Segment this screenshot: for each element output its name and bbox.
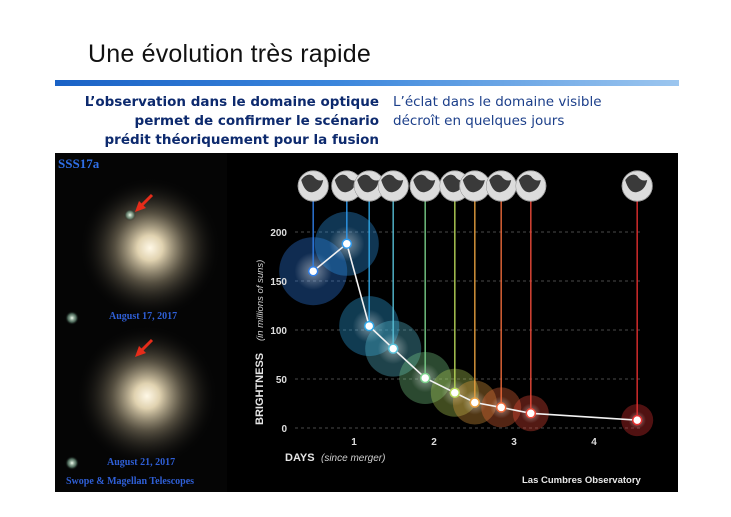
- right-note-line: L’éclat dans le domaine visible: [393, 94, 602, 110]
- globe-icon: [459, 170, 491, 202]
- globe-outline: [297, 170, 329, 202]
- globe-outline: [515, 170, 547, 202]
- globe-outline: [621, 170, 653, 202]
- data-point: [525, 408, 537, 419]
- source-label: SSS17a: [58, 156, 100, 171]
- y-axis-note: (in millions of suns): [255, 260, 266, 341]
- star-top: [65, 311, 79, 325]
- globe-icon: [409, 170, 441, 202]
- right-note-line: décroît en quelques jours: [393, 113, 565, 129]
- globe-outline: [377, 170, 409, 202]
- date-label-top: August 17, 2017: [109, 311, 178, 322]
- brightness-chart: 0 50 100 150 200 1 2 3 4 DAYS (since merger) BRIGHT…: [254, 170, 654, 464]
- y-tick-label: 50: [276, 375, 288, 386]
- observatory-credit: Las Cumbres Observatory: [522, 475, 641, 486]
- globe-continent: [301, 174, 324, 193]
- globe-icon: [515, 170, 547, 202]
- red-arrow-icon: [135, 338, 154, 357]
- data-point: [469, 397, 481, 408]
- data-point: [419, 372, 431, 384]
- globe-icon: [621, 170, 653, 202]
- y-axis-label: BRIGHTNESS: [254, 353, 266, 425]
- left-note-line: prédit théoriquement pour la fusion: [104, 132, 380, 148]
- brightness-series-line: [312, 242, 638, 421]
- x-tick-label: 2: [431, 437, 437, 448]
- x-tick-label: 1: [351, 437, 357, 448]
- x-axis-label: DAYS: [285, 452, 315, 464]
- telescope-photos: SSS17a August 17, 2017 August 21, 2017 S…: [55, 153, 227, 492]
- globe-continent: [518, 174, 541, 193]
- globe-continent: [413, 174, 436, 193]
- galaxy-photos-svg: [65, 178, 220, 470]
- globe-icon: [485, 170, 517, 202]
- globe-continent: [462, 174, 485, 193]
- data-point: [363, 320, 375, 332]
- red-arrow-icon: [135, 193, 154, 212]
- slide-title: Une évolution très rapide: [88, 40, 371, 68]
- y-tick-label: 100: [270, 326, 287, 337]
- left-note-line: permet de confirmer le scénario: [134, 113, 379, 129]
- image-panel: SSS17a August 17, 2017 August 21, 2017 S…: [55, 153, 678, 492]
- globe-continent: [381, 174, 404, 193]
- globe-continent: [489, 174, 512, 193]
- y-tick-label: 200: [270, 228, 287, 239]
- x-axis-note: (since merger): [321, 453, 385, 464]
- left-note-line: L’observation dans le domaine optique: [84, 94, 379, 110]
- galaxy-image-top: [80, 178, 220, 318]
- globe-continent: [442, 174, 465, 193]
- globe-continent: [357, 174, 380, 193]
- data-point: [631, 414, 643, 426]
- data-point: [341, 238, 353, 250]
- transient-source-top: [124, 209, 136, 221]
- y-tick-label: 150: [270, 277, 287, 288]
- data-point: [449, 387, 461, 398]
- galaxy-image-bottom: [77, 326, 217, 466]
- globe-continent: [334, 174, 357, 193]
- right-note: L’éclat dans le domaine visible décroît …: [393, 93, 602, 131]
- left-note: L’observation dans le domaine optique pe…: [85, 93, 379, 150]
- telescope-credit: Swope & Magellan Telescopes: [66, 476, 195, 487]
- x-tick-label: 3: [511, 437, 517, 448]
- data-point: [387, 343, 399, 354]
- x-tick-label: 4: [591, 437, 597, 448]
- data-point: [307, 265, 319, 277]
- data-point: [495, 402, 507, 413]
- date-label-bottom: August 21, 2017: [107, 457, 176, 468]
- globe-icon: [377, 170, 409, 202]
- globe-icon: [297, 170, 329, 202]
- y-tick-label: 0: [281, 424, 287, 435]
- globe-continent: [625, 174, 648, 193]
- star-bottom: [65, 456, 79, 470]
- title-rule: [55, 80, 679, 86]
